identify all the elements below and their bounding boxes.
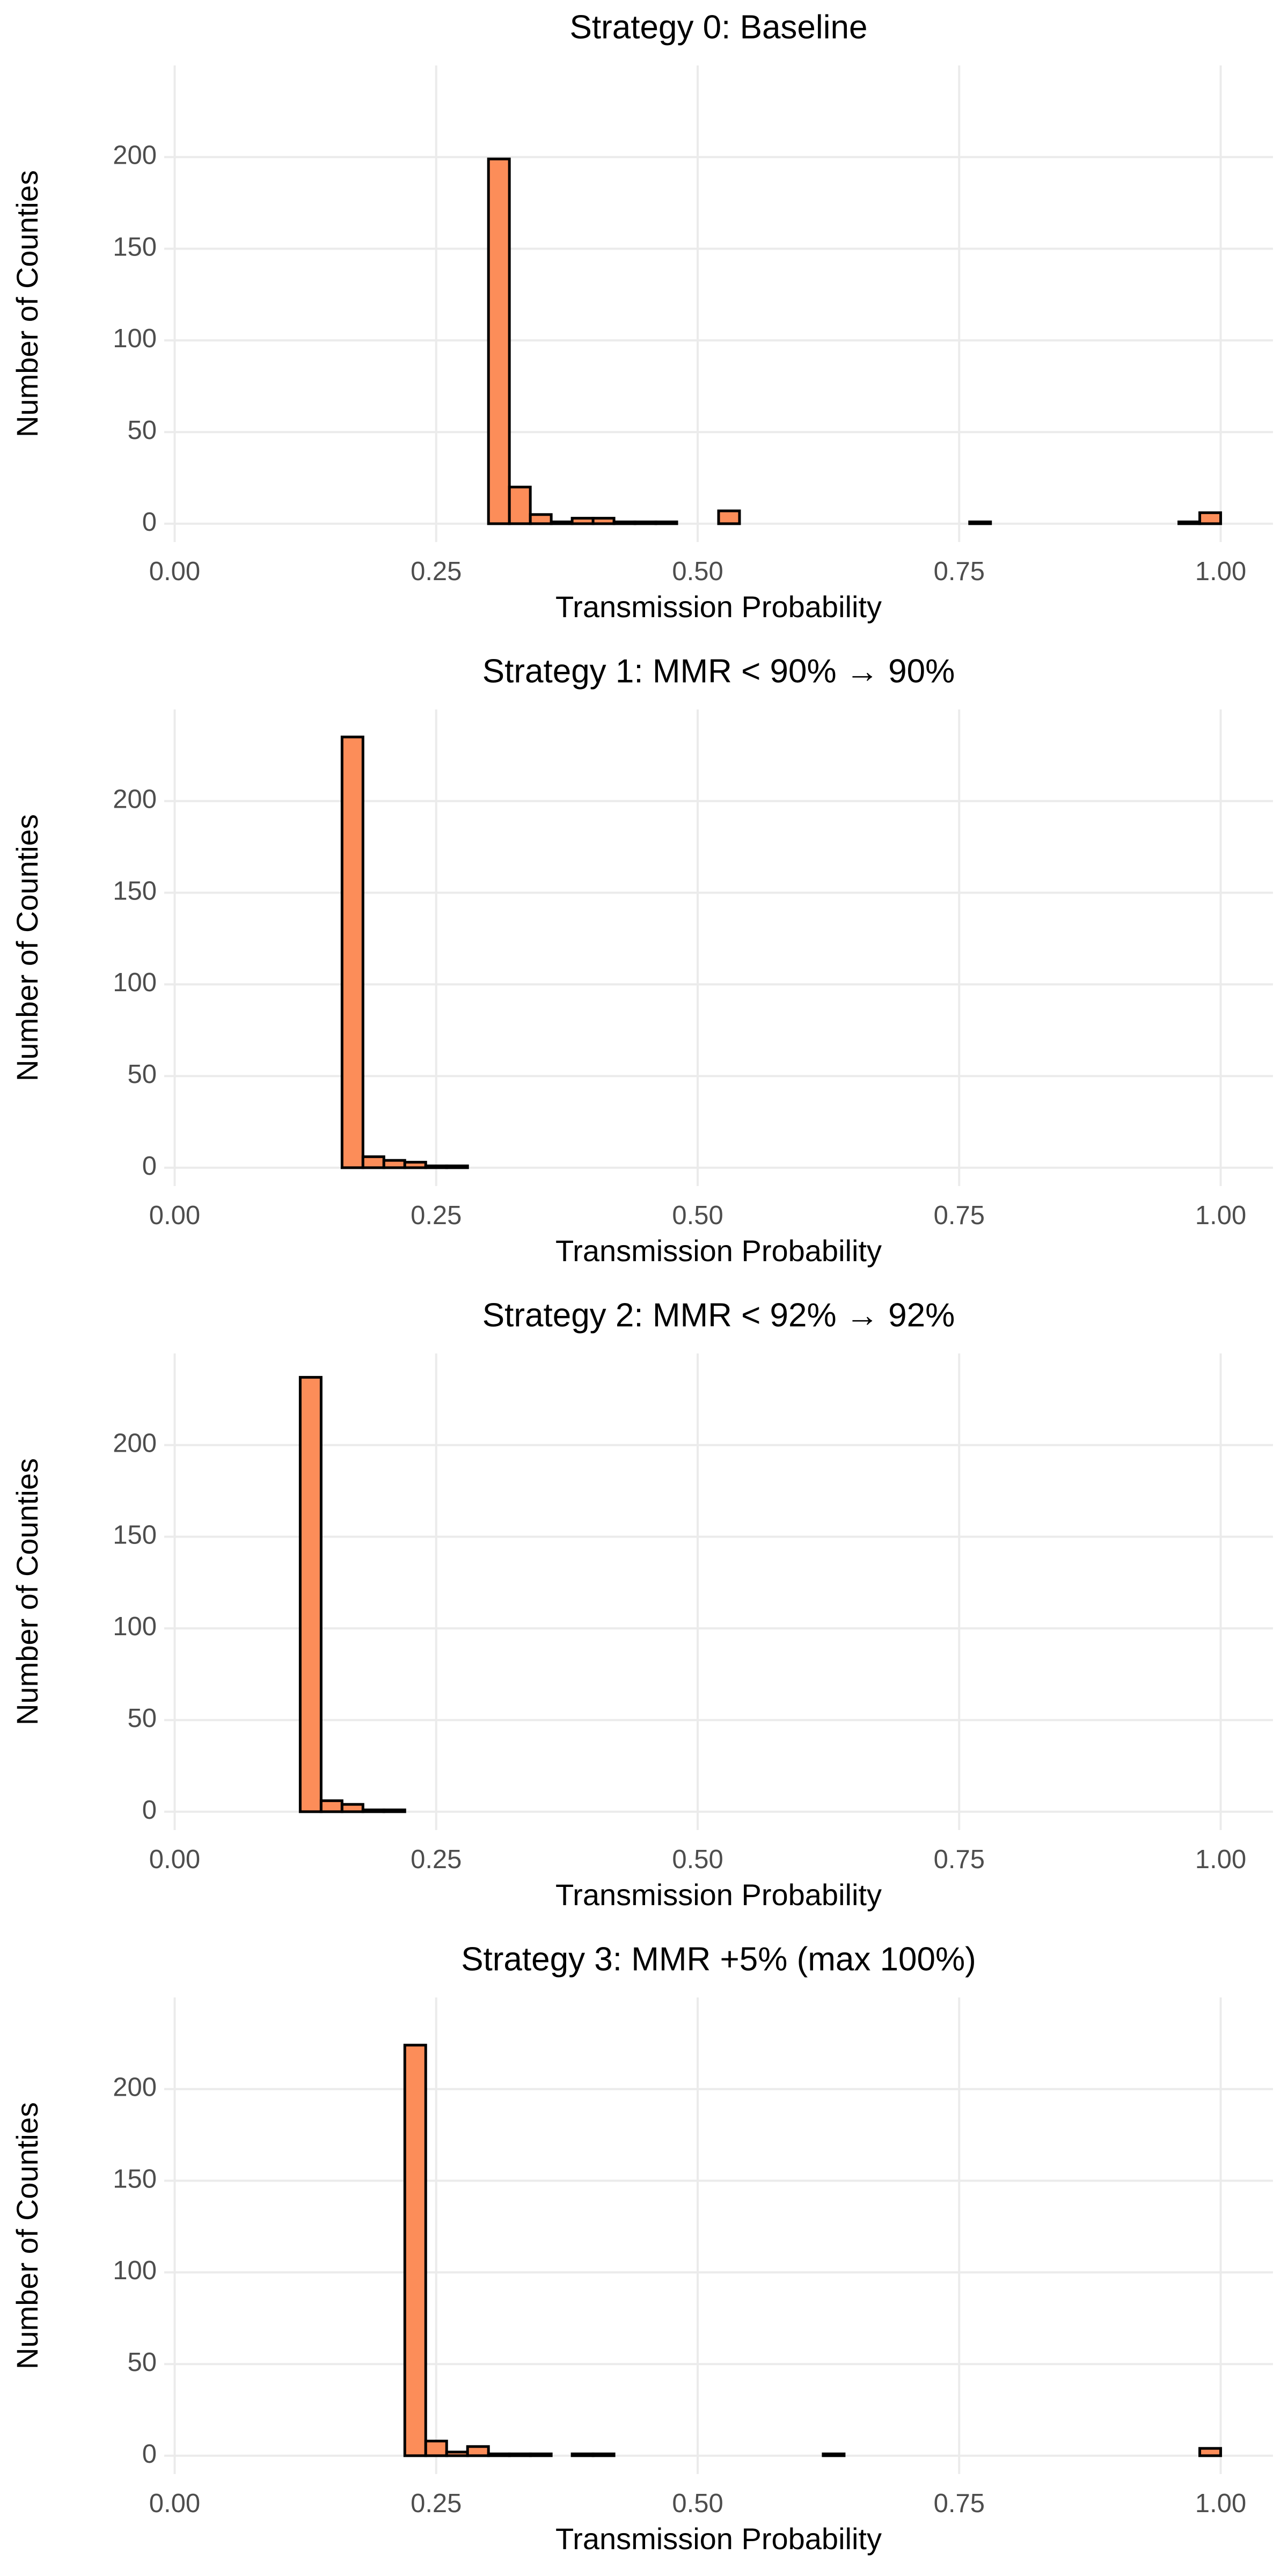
histogram-bar <box>361 1808 385 1813</box>
y-axis-title: Number of Counties <box>10 2102 44 2369</box>
y-tick-label: 200 <box>113 2073 157 2102</box>
y-tick-label: 200 <box>113 1429 157 1458</box>
histogram-bar <box>591 2452 616 2457</box>
histogram-bar <box>403 2044 427 2457</box>
chart-title: Strategy 3: MMR +5% (max 100%) <box>461 1941 976 1978</box>
histogram-bar <box>445 1164 469 1169</box>
histogram-bar <box>1198 2447 1223 2457</box>
histogram-bar <box>654 520 678 525</box>
x-tick-label: 0.00 <box>149 2489 200 2518</box>
x-tick-label: 0.50 <box>672 557 723 586</box>
histogram-bar <box>570 2452 595 2457</box>
chart-panel: Strategy 3: MMR +5% (max 100%) 0 50 100 150 2… <box>10 1941 1273 2556</box>
y-tick-label: 200 <box>113 785 157 814</box>
chart-panel: Strategy 0: Baseline 0 50 100 150 200 0.00 0.25… <box>10 9 1273 624</box>
histogram-bar <box>403 1161 427 1169</box>
y-tick-label: 50 <box>127 1704 157 1733</box>
x-tick-label: 0.25 <box>411 1845 462 1874</box>
x-tick-label: 0.25 <box>411 557 462 586</box>
histogram-bar <box>361 1155 385 1169</box>
histogram-bar <box>466 2445 490 2457</box>
y-tick-label: 200 <box>113 141 157 170</box>
y-tick-label: 50 <box>127 416 157 445</box>
x-tick-label: 0.00 <box>149 557 200 586</box>
y-tick-label: 50 <box>127 1060 157 1089</box>
histogram-bar <box>570 517 595 525</box>
histogram-bar <box>633 520 657 525</box>
x-tick-label: 1.00 <box>1195 1845 1246 1874</box>
x-tick-label: 1.00 <box>1195 2489 1246 2518</box>
y-tick-label: 0 <box>142 1796 157 1825</box>
x-tick-label: 0.50 <box>672 1201 723 1230</box>
y-tick-label: 150 <box>113 2164 157 2193</box>
histogram-bar <box>298 1375 323 1813</box>
histogram-bar <box>382 1159 406 1169</box>
chart-panel: Strategy 2: MMR < 92% → 92% 0 50 100 150 200 0… <box>10 1297 1273 1912</box>
x-tick-label: 0.75 <box>934 1845 985 1874</box>
chart-title: Strategy 0: Baseline <box>570 9 868 46</box>
histogram-bar <box>1177 520 1202 525</box>
x-tick-label: 0.25 <box>411 2489 462 2518</box>
x-tick-label: 0.00 <box>149 1845 200 1874</box>
histogram-bar <box>319 1799 343 1813</box>
x-tick-label: 0.00 <box>149 1201 200 1230</box>
x-axis-title: Transmission Probability <box>555 1234 882 1268</box>
x-tick-label: 0.75 <box>934 557 985 586</box>
histogram-bar <box>340 1803 364 1813</box>
histogram-bar <box>508 486 532 525</box>
x-tick-label: 0.75 <box>934 1201 985 1230</box>
histogram-bar <box>550 520 574 525</box>
x-tick-label: 0.25 <box>411 1201 462 1230</box>
x-tick-label: 0.50 <box>672 1845 723 1874</box>
y-tick-label: 100 <box>113 1612 157 1641</box>
histogram-bar <box>340 735 364 1169</box>
y-tick-label: 100 <box>113 2256 157 2285</box>
x-axis-title: Transmission Probability <box>555 2522 882 2556</box>
y-tick-label: 0 <box>142 508 157 537</box>
y-tick-label: 50 <box>127 2348 157 2377</box>
y-tick-label: 150 <box>113 1520 157 1549</box>
histogram-bar <box>487 2452 511 2457</box>
chart-panel: Strategy 1: MMR < 90% → 90% 0 50 100 150 200 0… <box>10 653 1273 1268</box>
y-tick-label: 0 <box>142 2440 157 2469</box>
histogram-bar <box>424 2440 448 2457</box>
histogram-bar <box>612 520 636 525</box>
histogram-bar <box>968 520 992 525</box>
x-tick-label: 0.50 <box>672 2489 723 2518</box>
histogram-bar <box>445 2450 469 2457</box>
chart-title: Strategy 1: MMR < 90% → 90% <box>482 653 955 690</box>
x-tick-label: 0.75 <box>934 2489 985 2518</box>
histogram-bar <box>1198 511 1223 525</box>
histogram-bar <box>487 157 511 525</box>
y-tick-label: 100 <box>113 968 157 997</box>
histogram-bar <box>591 517 616 525</box>
histogram-bar <box>529 513 553 525</box>
y-axis-title: Number of Counties <box>10 1458 44 1725</box>
histogram-bar <box>717 509 741 525</box>
histogram-bar <box>382 1808 406 1813</box>
y-axis-title: Number of Counties <box>10 814 44 1081</box>
y-tick-label: 0 <box>142 1152 157 1181</box>
histogram-bar <box>822 2452 846 2457</box>
y-tick-label: 100 <box>113 324 157 353</box>
y-axis-title: Number of Counties <box>10 170 44 437</box>
chart-title: Strategy 2: MMR < 92% → 92% <box>482 1297 955 1334</box>
x-axis-title: Transmission Probability <box>555 1878 882 1912</box>
y-tick-label: 150 <box>113 232 157 261</box>
x-axis-title: Transmission Probability <box>555 590 882 624</box>
histogram-bar <box>424 1164 448 1169</box>
y-tick-label: 150 <box>113 876 157 905</box>
x-tick-label: 1.00 <box>1195 1201 1246 1230</box>
histogram-bar <box>508 2452 532 2457</box>
x-tick-label: 1.00 <box>1195 557 1246 586</box>
histogram-bar <box>529 2452 553 2457</box>
